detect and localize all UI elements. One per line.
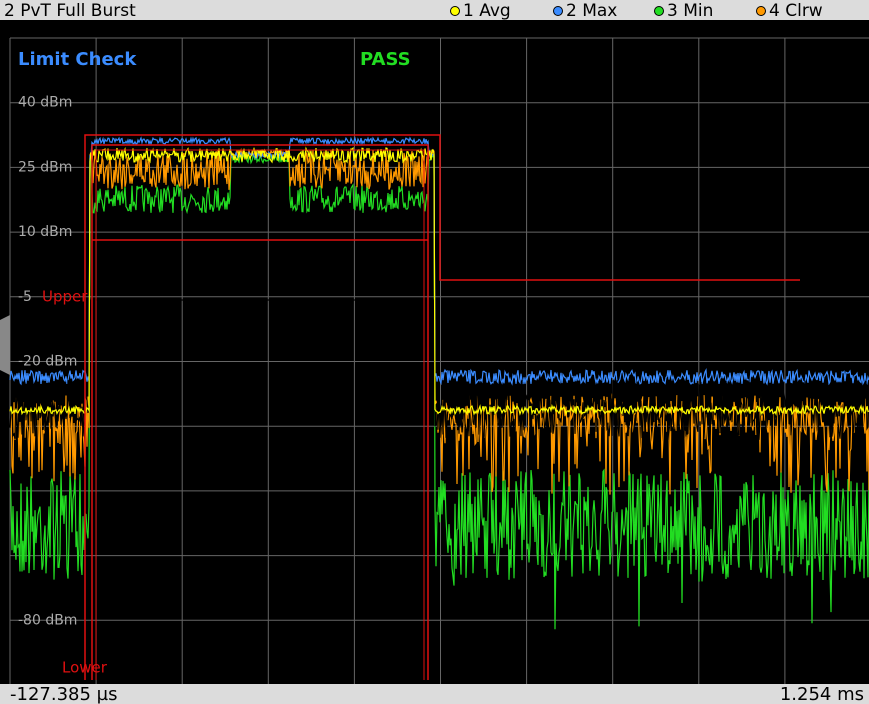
limit-check-label: Limit Check: [18, 49, 137, 70]
burst-marker: [95, 149, 425, 680]
trace: [9, 299, 869, 441]
y-label: -5: [18, 289, 32, 305]
legend-dot: [756, 6, 766, 16]
window-title: 2 PvT Full Burst: [4, 1, 136, 21]
side-handle: [0, 315, 10, 375]
legend-label: 4 Clrw: [769, 1, 823, 21]
y-label: -80 dBm: [18, 612, 77, 628]
x-start: -127.385 µs: [10, 684, 117, 704]
legend-dot: [450, 6, 460, 16]
y-label: 25 dBm: [18, 159, 72, 175]
lower-limit: [91, 144, 429, 680]
trace-legend: 1 Avg 2 Max 3 Min 4 Clrw: [450, 1, 823, 21]
trace: [9, 152, 869, 630]
y-label: 40 dBm: [18, 95, 72, 111]
upper-limit: [84, 134, 800, 680]
y-label: 10 dBm: [18, 224, 72, 240]
trace: [9, 146, 869, 417]
upper-label: Upper: [42, 288, 88, 306]
legend-label: 1 Avg: [463, 1, 511, 21]
legend-dot: [553, 6, 563, 16]
trace: [9, 136, 869, 386]
lower-label: Lower: [62, 659, 108, 677]
limit-lines: [84, 134, 800, 680]
traces: [9, 136, 869, 630]
x-stop: 1.254 ms: [780, 684, 864, 704]
legend-label: 2 Max: [566, 1, 617, 21]
y-labels: 40 dBm 25 dBm 10 dBm -5 -20 dBm -80 dBm: [18, 95, 77, 629]
legend-label: 3 Min: [667, 1, 713, 21]
y-label: -20 dBm: [18, 354, 77, 370]
legend-dot: [654, 6, 664, 16]
footer-bar: [0, 684, 869, 704]
limit-result: PASS: [360, 49, 411, 70]
header-bar: [0, 0, 869, 20]
